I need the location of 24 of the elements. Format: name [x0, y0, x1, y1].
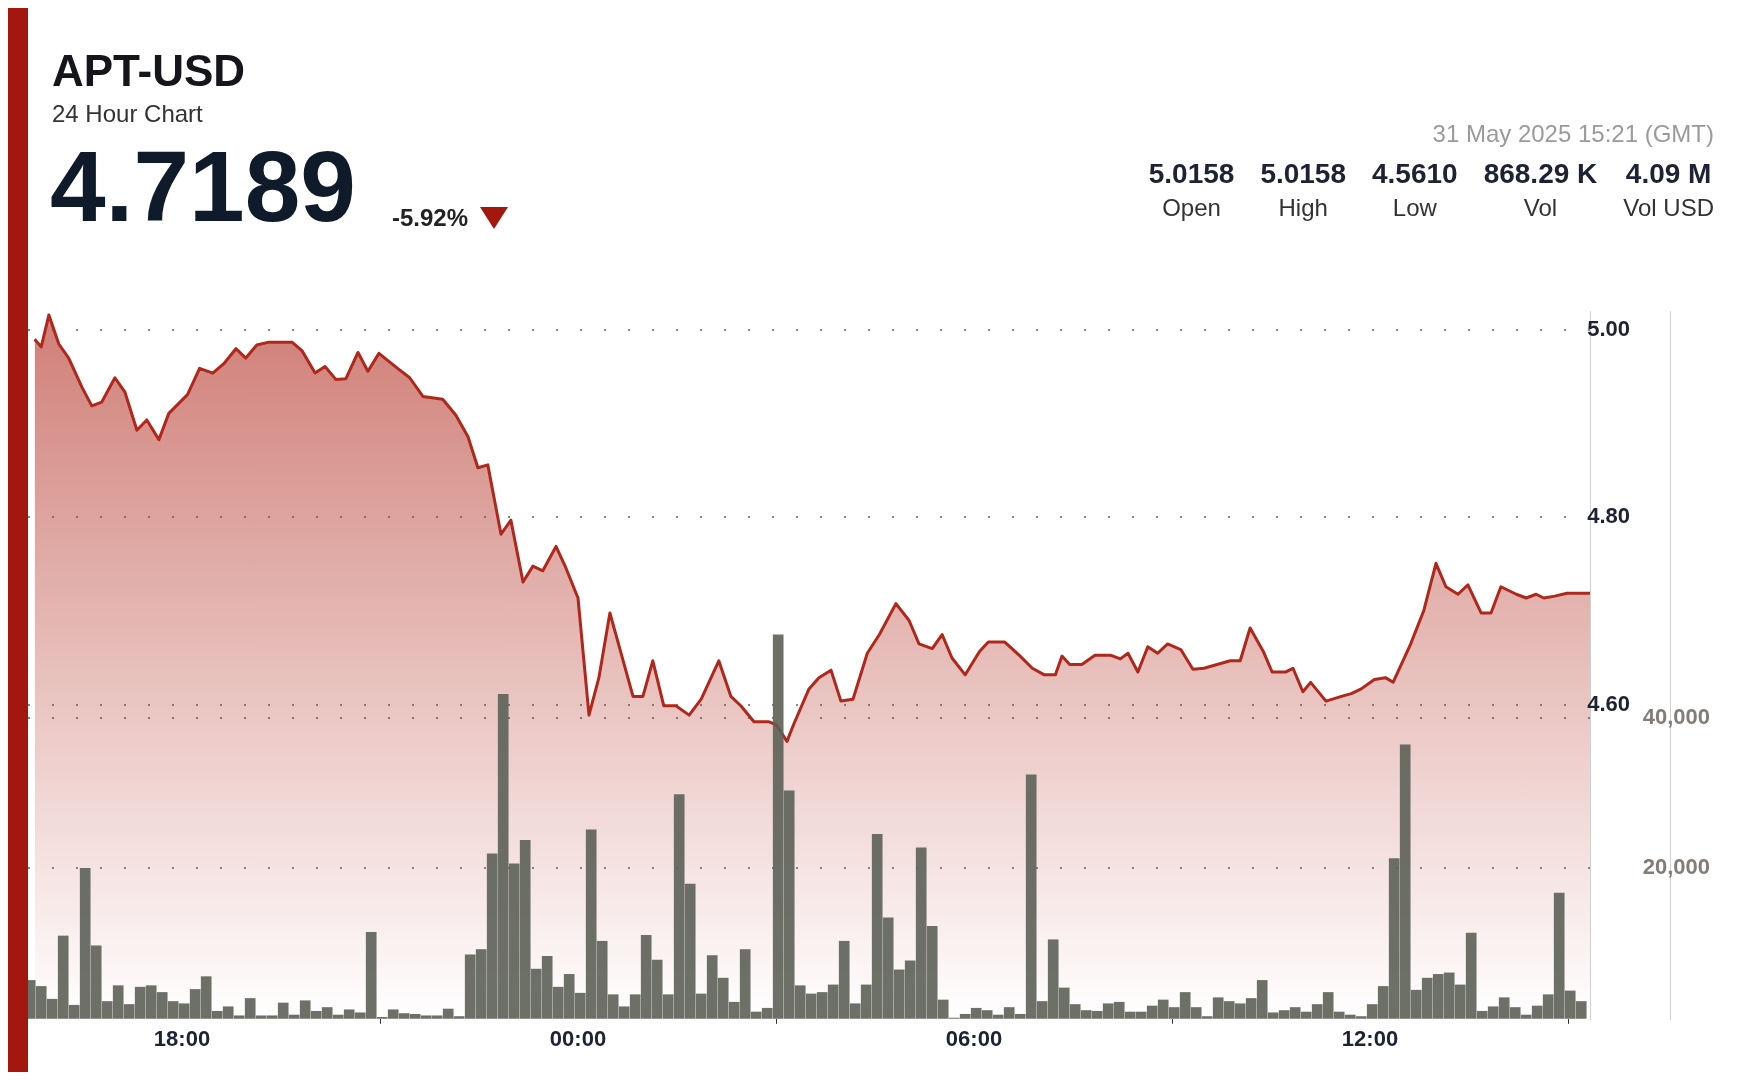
text: -5.92%: [392, 204, 469, 232]
y-tick-label: 5.00: [1587, 316, 1630, 342]
text: 4.5610: [1372, 158, 1458, 190]
x-tick-label: 00:00: [549, 1026, 607, 1052]
text: Vol: [1522, 194, 1559, 222]
x-tick-label: 12:00: [1341, 1026, 1399, 1052]
text: Open: [1161, 194, 1222, 222]
chart-subtitle: 24 Hour Chart: [52, 100, 203, 128]
y-tick-label: 4.80: [1587, 503, 1630, 529]
chart-title: APT-USD: [52, 46, 246, 96]
x-tick-label: 18:00: [153, 1026, 211, 1052]
x-tick-label: 06:00: [945, 1026, 1003, 1052]
text: 5.0158: [1148, 158, 1235, 190]
text: Vol USD: [1623, 194, 1714, 222]
y2-tick-label: 20,000: [1642, 854, 1710, 880]
text: 4.09 M: [1624, 158, 1713, 190]
text: 31 May 2025 15:21 (GMT): [1432, 120, 1714, 148]
y2-tick-label: 40,000: [1642, 703, 1710, 729]
text: 4.7189: [50, 130, 356, 242]
text: 5.0158: [1260, 158, 1347, 190]
text: 868.29 K: [1483, 158, 1598, 190]
y-tick-label: 4.60: [1587, 690, 1630, 716]
text: Low: [1391, 194, 1438, 222]
text: High: [1277, 194, 1329, 222]
